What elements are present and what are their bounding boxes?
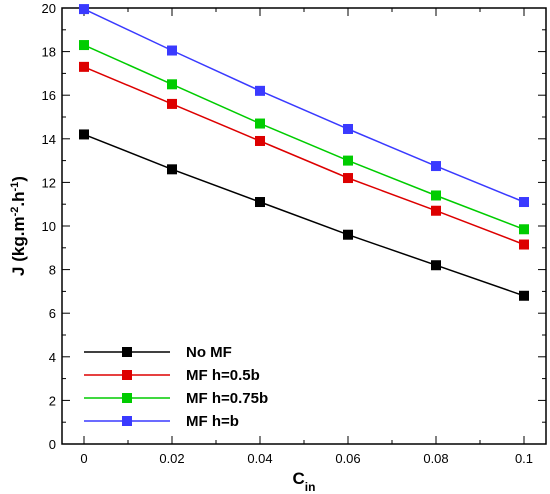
data-point xyxy=(255,136,265,146)
data-point xyxy=(79,62,89,72)
x-tick-label: 0 xyxy=(80,451,87,466)
legend-marker xyxy=(122,393,132,403)
data-point xyxy=(431,161,441,171)
data-point xyxy=(519,240,529,250)
legend-label: No MF xyxy=(186,344,232,361)
y-tick-label: 14 xyxy=(42,132,56,147)
x-tick-label: 0.1 xyxy=(515,451,533,466)
data-point xyxy=(519,224,529,234)
data-point xyxy=(431,190,441,200)
x-tick-label: 0.08 xyxy=(423,451,448,466)
legend: No MF MF h=0.5b MF h=0.75b MF h=b xyxy=(84,344,268,430)
plot-frame xyxy=(62,8,546,444)
x-tick-label: 0.04 xyxy=(247,451,272,466)
legend-item: MF h=b xyxy=(84,413,239,430)
y-tick-label: 12 xyxy=(42,175,56,190)
y-tick-label: 18 xyxy=(42,45,56,60)
data-point xyxy=(79,129,89,139)
legend-label: MF h=0.5b xyxy=(186,367,260,384)
data-point xyxy=(255,86,265,96)
data-point xyxy=(79,40,89,50)
data-point xyxy=(255,119,265,129)
data-point xyxy=(255,197,265,207)
data-point xyxy=(79,4,89,14)
data-point xyxy=(431,206,441,216)
legend-marker xyxy=(122,416,132,426)
data-point xyxy=(519,291,529,301)
y-axis-ticks: 0 2 4 6 8 10 12 14 16 18 20 xyxy=(42,1,546,452)
y-tick-label: 16 xyxy=(42,88,56,103)
legend-marker xyxy=(122,370,132,380)
legend-label: MF h=b xyxy=(186,413,239,430)
data-point xyxy=(343,124,353,134)
series-layer xyxy=(79,4,529,301)
y-tick-label: 10 xyxy=(42,219,56,234)
y-tick-label: 2 xyxy=(49,393,56,408)
data-point xyxy=(167,99,177,109)
y-tick-label: 6 xyxy=(49,306,56,321)
data-point xyxy=(167,79,177,89)
data-point xyxy=(167,164,177,174)
legend-item: No MF xyxy=(84,344,232,361)
y-tick-label: 0 xyxy=(49,437,56,452)
series-line xyxy=(84,45,524,229)
y-axis-label: J (kg.m-2.h-1) xyxy=(9,176,28,276)
data-point xyxy=(167,46,177,56)
series-line xyxy=(84,9,524,202)
data-point xyxy=(343,173,353,183)
data-point xyxy=(431,260,441,270)
y-tick-label: 20 xyxy=(42,1,56,16)
legend-item: MF h=0.5b xyxy=(84,367,260,384)
data-point xyxy=(519,197,529,207)
x-tick-label: 0.02 xyxy=(159,451,184,466)
series-line xyxy=(84,134,524,295)
data-point xyxy=(343,156,353,166)
x-axis-label: Cin xyxy=(293,469,316,494)
legend-marker xyxy=(122,347,132,357)
x-tick-label: 0.06 xyxy=(335,451,360,466)
legend-label: MF h=0.75b xyxy=(186,390,268,407)
y-tick-label: 4 xyxy=(49,350,56,365)
legend-item: MF h=0.75b xyxy=(84,390,268,407)
y-tick-label: 8 xyxy=(49,263,56,278)
data-point xyxy=(343,230,353,240)
